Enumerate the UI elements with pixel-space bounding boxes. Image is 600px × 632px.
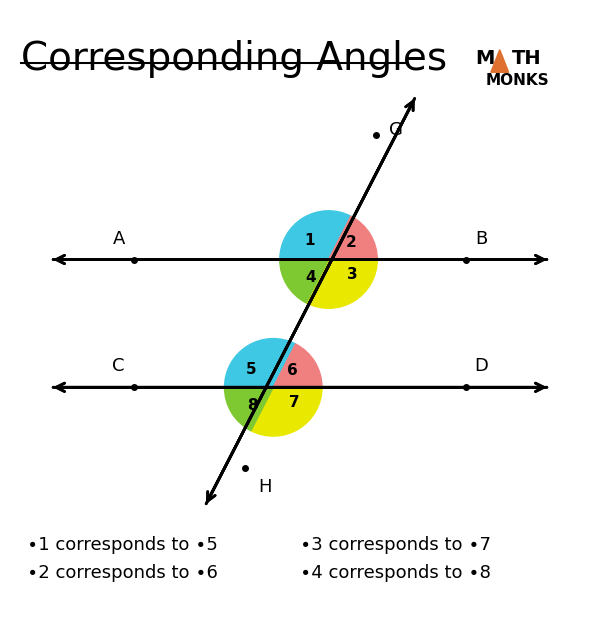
Polygon shape: [491, 50, 509, 72]
Wedge shape: [280, 211, 351, 260]
Text: ∙2 corresponds to ∙6: ∙2 corresponds to ∙6: [26, 564, 217, 583]
Wedge shape: [273, 344, 322, 387]
Text: M: M: [475, 49, 495, 68]
Wedge shape: [251, 387, 322, 436]
Text: Corresponding Angles: Corresponding Angles: [20, 40, 447, 78]
Text: B: B: [475, 229, 487, 248]
Text: 8: 8: [247, 398, 258, 413]
Text: 3: 3: [347, 267, 358, 283]
Text: MONKS: MONKS: [486, 73, 550, 88]
Text: C: C: [112, 358, 125, 375]
Text: ∙1 corresponds to ∙5: ∙1 corresponds to ∙5: [26, 536, 217, 554]
Text: 6: 6: [287, 363, 298, 378]
Text: G: G: [389, 121, 403, 139]
Text: A: A: [113, 229, 125, 248]
Text: 1: 1: [304, 233, 315, 248]
Wedge shape: [306, 260, 377, 308]
Wedge shape: [280, 260, 329, 303]
Text: TH: TH: [512, 49, 542, 68]
Text: 2: 2: [346, 235, 356, 250]
Text: 4: 4: [305, 270, 316, 285]
Text: H: H: [258, 478, 271, 496]
Wedge shape: [224, 387, 273, 430]
Text: D: D: [475, 358, 488, 375]
Wedge shape: [329, 216, 377, 260]
Text: 5: 5: [245, 362, 256, 377]
Text: ∙3 corresponds to ∙7: ∙3 corresponds to ∙7: [300, 536, 491, 554]
Text: 7: 7: [289, 395, 299, 410]
Text: ∙4 corresponds to ∙8: ∙4 corresponds to ∙8: [300, 564, 491, 583]
Wedge shape: [224, 339, 296, 387]
